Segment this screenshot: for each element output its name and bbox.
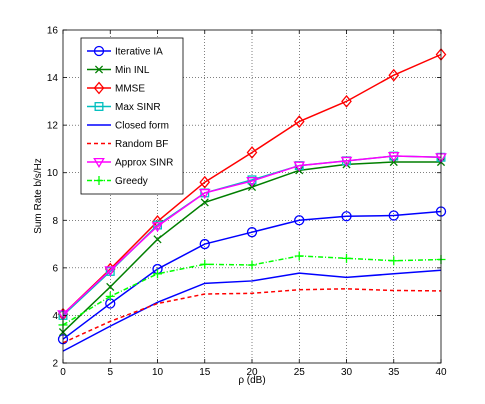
- series-line: [62, 210, 442, 340]
- legend-label: Min INL: [115, 65, 150, 76]
- series-approx-sinr: [57, 152, 447, 321]
- data-point-marker: [340, 156, 353, 167]
- x-tick-label: 25: [294, 367, 306, 378]
- data-point-marker: [388, 68, 400, 82]
- data-point-marker: [293, 115, 305, 128]
- x-tick-label: 10: [152, 367, 164, 378]
- data-point-marker: [104, 266, 117, 277]
- data-point-marker: [389, 256, 399, 266]
- legend-marker: [94, 176, 104, 185]
- series-line: [62, 288, 442, 344]
- y-tick-label: 4: [52, 311, 58, 322]
- legend-box: [80, 37, 184, 195]
- data-point-marker: [246, 146, 258, 159]
- y-tick-label: 10: [47, 168, 59, 179]
- legend-label: Max SINR: [115, 102, 161, 113]
- x-tick-label: 20: [246, 367, 258, 378]
- x-tick-label: 35: [388, 367, 400, 378]
- series-lines: [57, 48, 447, 352]
- data-point-marker: [294, 215, 305, 226]
- legend: Iterative IA Min INL MMSE Max SINR Closed fo…: [80, 37, 184, 195]
- data-point-marker: [246, 177, 258, 188]
- data-point-marker: [387, 152, 400, 163]
- data-point-marker: [199, 238, 210, 250]
- x-tick-label: 0: [60, 367, 66, 378]
- data-point-marker: [151, 222, 164, 233]
- data-point-marker: [198, 188, 211, 199]
- series-line: [62, 155, 442, 315]
- legend-label: Greedy: [115, 176, 148, 187]
- y-tick-label: 14: [47, 73, 59, 84]
- legend-marker: [93, 81, 105, 95]
- y-tick-label: 16: [47, 26, 59, 37]
- data-point-marker: [293, 161, 306, 172]
- legend-marker: [94, 65, 104, 74]
- series-random-bf: [62, 288, 442, 344]
- data-point-marker: [342, 253, 351, 263]
- legend-label: Iterative IA: [115, 47, 163, 58]
- legend-label: MMSE: [115, 84, 145, 95]
- legend-marker: [94, 102, 104, 111]
- x-axis-label: ρ (dB): [238, 375, 265, 386]
- data-point-marker: [153, 269, 162, 279]
- legend-marker: [93, 45, 105, 57]
- x-tick-label: 30: [341, 367, 353, 378]
- data-point-marker: [106, 282, 115, 291]
- legend-label: Random BF: [115, 139, 168, 150]
- y-tick-label: 12: [47, 121, 59, 132]
- legend-label: Approx SINR: [115, 158, 173, 169]
- data-point-marker: [246, 227, 258, 238]
- series-closed-form: [62, 269, 442, 352]
- series-line: [62, 269, 442, 352]
- y-axis-label: Sum Rate b/s/Hz: [33, 158, 44, 234]
- legend-label: Closed form: [115, 121, 169, 132]
- data-point-marker: [199, 175, 211, 189]
- data-point-marker: [247, 260, 257, 270]
- data-point-marker: [200, 259, 210, 269]
- data-point-marker: [105, 291, 115, 301]
- data-point-marker: [200, 198, 209, 207]
- y-tick-label: 6: [52, 263, 58, 274]
- x-tick-label: 40: [435, 367, 447, 378]
- series-line: [62, 53, 442, 315]
- y-tick-label: 8: [52, 216, 58, 227]
- data-point-marker: [294, 251, 304, 261]
- legend-marker: [93, 157, 105, 169]
- data-point-marker: [341, 211, 352, 222]
- x-tick-label: 15: [199, 367, 211, 378]
- axis-ticks: 0 5 10 15 20 25 30 35 40 2 4 6 8 10 12 14 16: [47, 26, 447, 379]
- data-point-marker: [388, 210, 399, 221]
- y-tick-label: 2: [52, 359, 58, 370]
- data-point-marker: [341, 94, 352, 108]
- data-point-marker: [153, 235, 162, 244]
- x-tick-label: 5: [107, 367, 113, 378]
